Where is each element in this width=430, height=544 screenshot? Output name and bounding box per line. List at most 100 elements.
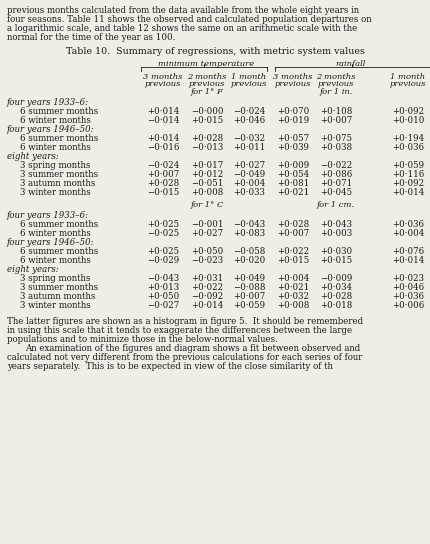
Text: for 1 cm.: for 1 cm. <box>316 201 354 209</box>
Text: −0·014: −0·014 <box>147 116 179 125</box>
Text: previous: previous <box>389 80 425 88</box>
Text: +0·021: +0·021 <box>276 188 308 197</box>
Text: +0·194: +0·194 <box>391 134 423 143</box>
Text: −0·092: −0·092 <box>190 292 223 301</box>
Text: 2 months: 2 months <box>316 73 355 81</box>
Text: +0·018: +0·018 <box>319 301 351 310</box>
Text: +0·004: +0·004 <box>391 229 423 238</box>
Text: 6 summer months: 6 summer months <box>20 134 98 143</box>
Text: +0·008: +0·008 <box>190 188 223 197</box>
Text: +0·092: +0·092 <box>391 107 423 116</box>
Text: +0·092: +0·092 <box>391 179 423 188</box>
Text: +0·015: +0·015 <box>319 256 351 265</box>
Text: +0·010: +0·010 <box>391 116 423 125</box>
Text: for 1° F: for 1° F <box>190 88 223 96</box>
Text: +0·050: +0·050 <box>190 247 223 256</box>
Text: for 1 in.: for 1 in. <box>319 88 352 96</box>
Text: +0·031: +0·031 <box>190 274 223 283</box>
Text: +0·006: +0·006 <box>391 301 423 310</box>
Text: 3 spring months: 3 spring months <box>20 274 90 283</box>
Text: +0·036: +0·036 <box>391 143 423 152</box>
Text: +0·027: +0·027 <box>232 161 264 170</box>
Text: +0·021: +0·021 <box>276 283 308 292</box>
Text: 3 spring months: 3 spring months <box>20 161 90 170</box>
Text: +0·057: +0·057 <box>276 134 308 143</box>
Text: +0·116: +0·116 <box>391 170 423 179</box>
Text: rainfall: rainfall <box>335 60 365 68</box>
Text: +0·070: +0·070 <box>276 107 308 116</box>
Text: Table 10.  Summary of regressions, with metric system values: Table 10. Summary of regressions, with m… <box>66 47 364 56</box>
Text: +0·071: +0·071 <box>319 179 351 188</box>
Text: 2 months: 2 months <box>187 73 226 81</box>
Text: 3 winter months: 3 winter months <box>20 188 91 197</box>
Text: +0·039: +0·039 <box>276 143 308 152</box>
Text: +0·014: +0·014 <box>190 301 223 310</box>
Text: +0·032: +0·032 <box>276 292 308 301</box>
Text: 3 autumn months: 3 autumn months <box>20 179 95 188</box>
Text: −0·023: −0·023 <box>190 256 223 265</box>
Text: 6 summer months: 6 summer months <box>20 247 98 256</box>
Text: +0·014: +0·014 <box>147 107 179 116</box>
Text: +0·022: +0·022 <box>190 283 223 292</box>
Text: −0·024: −0·024 <box>147 161 179 170</box>
Text: years separately.  This is to be expected in view of the close similarity of th: years separately. This is to be expected… <box>7 362 332 371</box>
Text: −0·001: −0·001 <box>190 220 223 229</box>
Text: 3 autumn months: 3 autumn months <box>20 292 95 301</box>
Text: +0·011: +0·011 <box>232 143 264 152</box>
Text: +0·036: +0·036 <box>391 220 423 229</box>
Text: +0·015: +0·015 <box>276 256 308 265</box>
Text: previous: previous <box>317 80 353 88</box>
Text: −0·013: −0·013 <box>190 143 223 152</box>
Text: −0·024: −0·024 <box>232 107 264 116</box>
Text: −0·088: −0·088 <box>232 283 264 292</box>
Text: minimum temperature: minimum temperature <box>157 60 253 68</box>
Text: previous: previous <box>144 80 181 88</box>
Text: +0·008: +0·008 <box>276 301 308 310</box>
Text: populations and to minimize those in the below-normal values.: populations and to minimize those in the… <box>7 335 277 344</box>
Text: +0·007: +0·007 <box>276 229 308 238</box>
Text: −0·051: −0·051 <box>190 179 223 188</box>
Text: +0·004: +0·004 <box>276 274 308 283</box>
Text: The latter figures are shown as a histogram in figure 5.  It should be remembere: The latter figures are shown as a histog… <box>7 317 362 326</box>
Text: +0·023: +0·023 <box>391 274 423 283</box>
Text: −0·025: −0·025 <box>147 229 179 238</box>
Text: +0·013: +0·013 <box>147 283 178 292</box>
Text: +0·108: +0·108 <box>319 107 351 116</box>
Text: −0·049: −0·049 <box>232 170 264 179</box>
Text: −0·043: −0·043 <box>232 220 264 229</box>
Text: +0·003: +0·003 <box>319 229 351 238</box>
Text: +0·081: +0·081 <box>276 179 308 188</box>
Text: +0·030: +0·030 <box>319 247 351 256</box>
Text: +0·036: +0·036 <box>391 292 423 301</box>
Text: +0·014: +0·014 <box>391 256 423 265</box>
Text: +0·043: +0·043 <box>319 220 351 229</box>
Text: 6 winter months: 6 winter months <box>20 229 91 238</box>
Text: +0·075: +0·075 <box>319 134 351 143</box>
Text: 6 summer months: 6 summer months <box>20 107 98 116</box>
Text: four years 1946–50:: four years 1946–50: <box>7 238 94 247</box>
Text: a logarithmic scale, and table 12 shows the same on an arithmetic scale with the: a logarithmic scale, and table 12 shows … <box>7 24 356 33</box>
Text: +0·012: +0·012 <box>190 170 223 179</box>
Text: +0·054: +0·054 <box>276 170 308 179</box>
Text: previous: previous <box>274 80 310 88</box>
Text: −0·029: −0·029 <box>147 256 179 265</box>
Text: +0·046: +0·046 <box>232 116 264 125</box>
Text: −0·043: −0·043 <box>147 274 178 283</box>
Text: in using this scale that it tends to exaggerate the differences between the larg: in using this scale that it tends to exa… <box>7 326 351 335</box>
Text: −0·027: −0·027 <box>147 301 179 310</box>
Text: normal for the time of the year as 100.: normal for the time of the year as 100. <box>7 33 175 42</box>
Text: 6 winter months: 6 winter months <box>20 256 91 265</box>
Text: +0·059: +0·059 <box>391 161 423 170</box>
Text: +0·004: +0·004 <box>232 179 264 188</box>
Text: +0·009: +0·009 <box>276 161 308 170</box>
Text: previous months calculated from the data available from the whole eight years in: previous months calculated from the data… <box>7 6 358 15</box>
Text: +0·019: +0·019 <box>276 116 308 125</box>
Text: +0·046: +0·046 <box>391 283 423 292</box>
Text: +0·034: +0·034 <box>319 283 351 292</box>
Text: +0·028: +0·028 <box>319 292 351 301</box>
Text: 3 months: 3 months <box>273 73 312 81</box>
Text: +0·059: +0·059 <box>232 301 264 310</box>
Text: +0·050: +0·050 <box>147 292 179 301</box>
Text: +0·027: +0·027 <box>190 229 223 238</box>
Text: 6 winter months: 6 winter months <box>20 116 91 125</box>
